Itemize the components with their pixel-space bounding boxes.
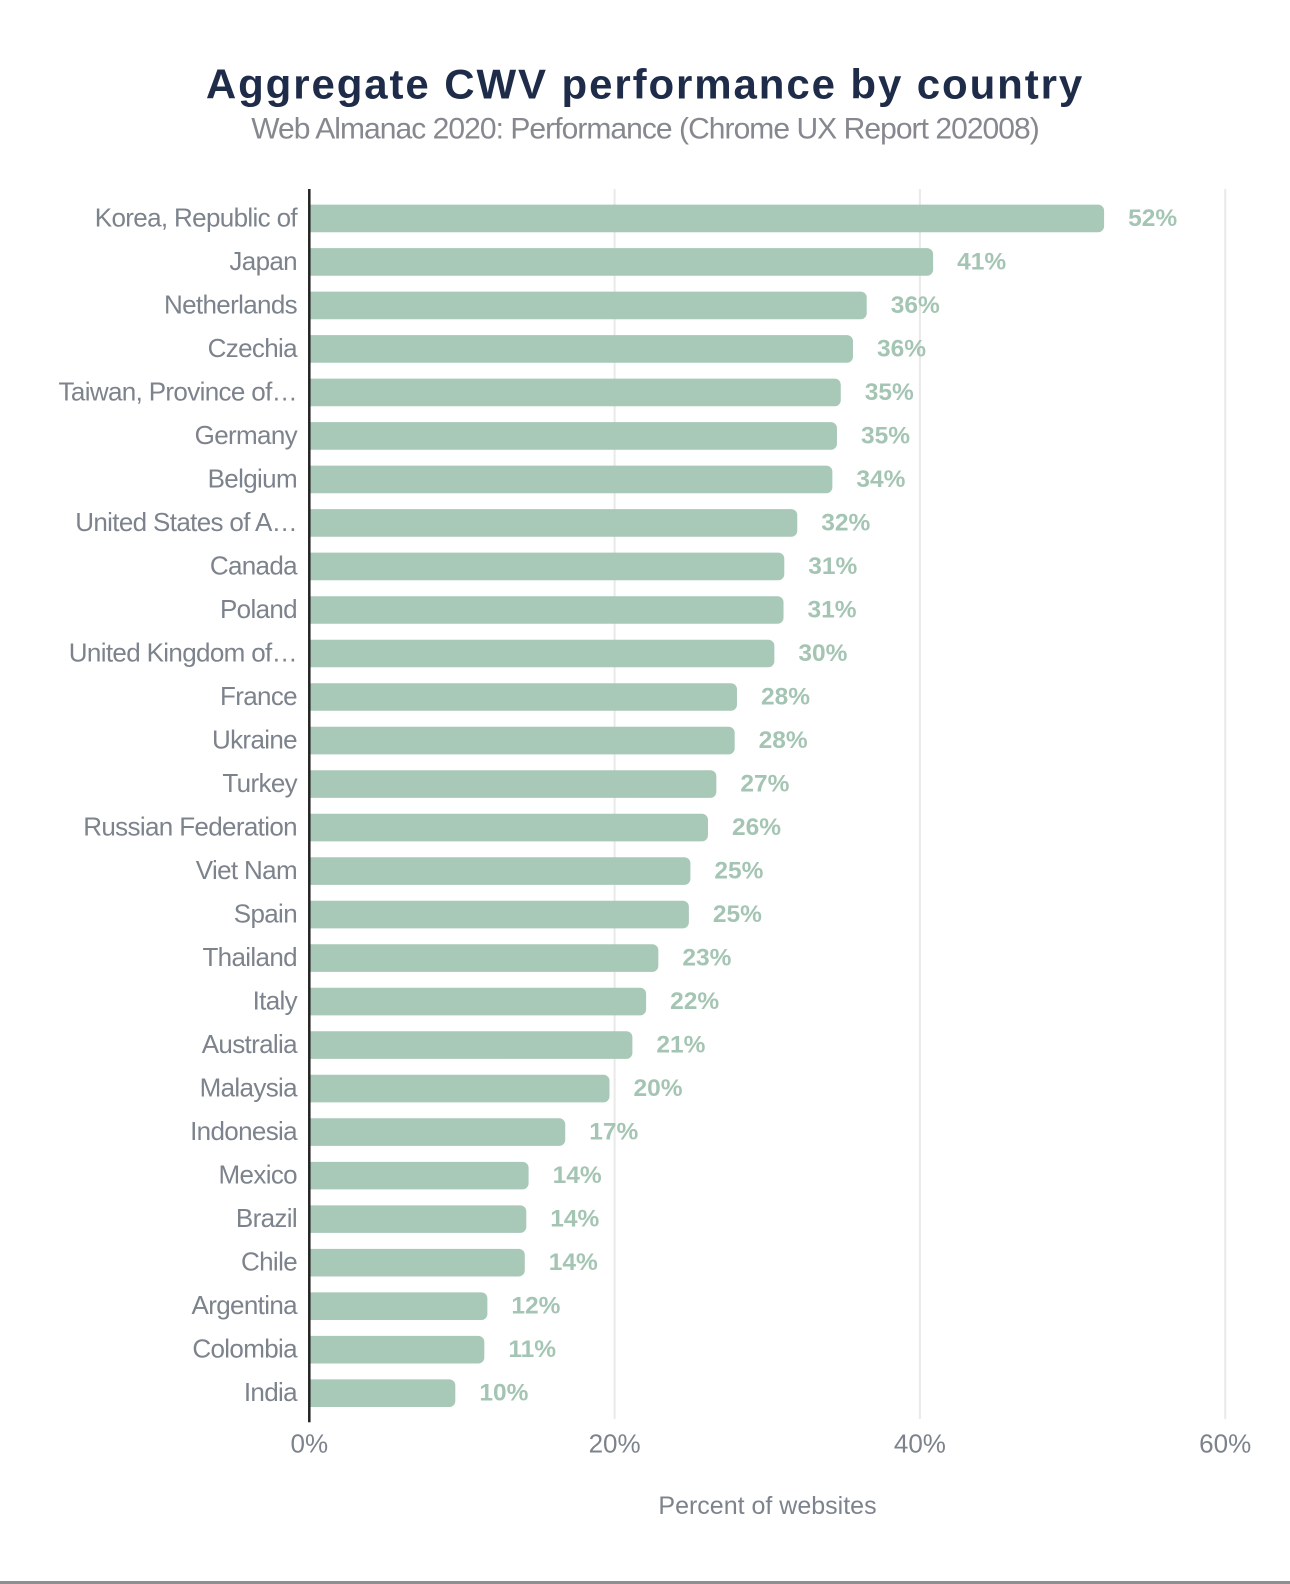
svg-text:Australia: Australia: [202, 1029, 298, 1059]
svg-text:Belgium: Belgium: [208, 463, 297, 493]
svg-text:23%: 23%: [682, 944, 731, 971]
svg-text:Canada: Canada: [210, 550, 298, 580]
svg-text:Netherlands: Netherlands: [164, 289, 298, 319]
svg-text:25%: 25%: [713, 901, 762, 928]
svg-text:India: India: [244, 1377, 298, 1407]
svg-text:52%: 52%: [1128, 205, 1177, 232]
svg-text:34%: 34%: [856, 466, 905, 493]
svg-text:United Kingdom of…: United Kingdom of…: [69, 637, 297, 667]
svg-text:Percent of websites: Percent of websites: [658, 1492, 876, 1520]
svg-text:France: France: [220, 681, 297, 711]
svg-text:Russian Federation: Russian Federation: [83, 811, 297, 841]
svg-text:25%: 25%: [714, 857, 763, 884]
svg-text:Korea, Republic of: Korea, Republic of: [95, 202, 299, 232]
svg-text:Thailand: Thailand: [202, 942, 297, 972]
svg-text:Poland: Poland: [220, 594, 297, 624]
svg-text:21%: 21%: [656, 1031, 705, 1058]
svg-text:Ukraine: Ukraine: [212, 724, 297, 754]
svg-text:12%: 12%: [511, 1293, 560, 1320]
svg-text:Aggregate CWV performance by c: Aggregate CWV performance by country: [206, 61, 1084, 108]
svg-text:Brazil: Brazil: [236, 1203, 297, 1233]
svg-text:Spain: Spain: [234, 898, 297, 928]
svg-text:Indonesia: Indonesia: [190, 1116, 298, 1146]
svg-text:11%: 11%: [508, 1336, 556, 1363]
svg-text:Mexico: Mexico: [219, 1160, 298, 1190]
svg-text:Italy: Italy: [253, 985, 298, 1015]
svg-text:22%: 22%: [670, 988, 719, 1015]
svg-text:60%: 60%: [1199, 1429, 1251, 1459]
svg-text:32%: 32%: [821, 509, 870, 536]
svg-text:Colombia: Colombia: [192, 1334, 298, 1364]
svg-text:14%: 14%: [553, 1162, 602, 1189]
svg-text:Chile: Chile: [241, 1247, 297, 1277]
svg-text:17%: 17%: [589, 1119, 638, 1146]
svg-text:10%: 10%: [479, 1380, 528, 1407]
svg-text:Germany: Germany: [195, 420, 298, 450]
svg-text:Taiwan, Province of…: Taiwan, Province of…: [59, 376, 297, 406]
svg-text:35%: 35%: [861, 422, 910, 449]
svg-text:14%: 14%: [550, 1206, 599, 1233]
svg-text:20%: 20%: [589, 1429, 641, 1459]
svg-text:41%: 41%: [957, 248, 1006, 275]
svg-text:28%: 28%: [761, 683, 810, 710]
svg-text:28%: 28%: [759, 727, 808, 754]
svg-text:31%: 31%: [808, 596, 857, 623]
svg-text:26%: 26%: [732, 814, 781, 841]
svg-text:Malaysia: Malaysia: [200, 1073, 299, 1103]
svg-text:Turkey: Turkey: [222, 768, 297, 798]
svg-text:40%: 40%: [894, 1429, 946, 1459]
svg-text:Viet Nam: Viet Nam: [196, 855, 297, 885]
svg-text:Czechia: Czechia: [208, 333, 299, 363]
svg-text:30%: 30%: [798, 640, 847, 667]
svg-text:31%: 31%: [808, 553, 857, 580]
svg-text:Web Almanac 2020: Performance: Web Almanac 2020: Performance (Chrome UX…: [251, 113, 1039, 146]
svg-text:36%: 36%: [891, 292, 940, 319]
svg-text:27%: 27%: [740, 770, 789, 797]
svg-text:20%: 20%: [633, 1075, 682, 1102]
svg-text:14%: 14%: [549, 1249, 598, 1276]
svg-text:0%: 0%: [291, 1429, 329, 1459]
svg-text:United States of A…: United States of A…: [75, 507, 297, 537]
svg-text:35%: 35%: [865, 379, 914, 406]
svg-text:Argentina: Argentina: [192, 1290, 299, 1320]
svg-text:Japan: Japan: [229, 246, 297, 276]
svg-text:36%: 36%: [877, 335, 926, 362]
